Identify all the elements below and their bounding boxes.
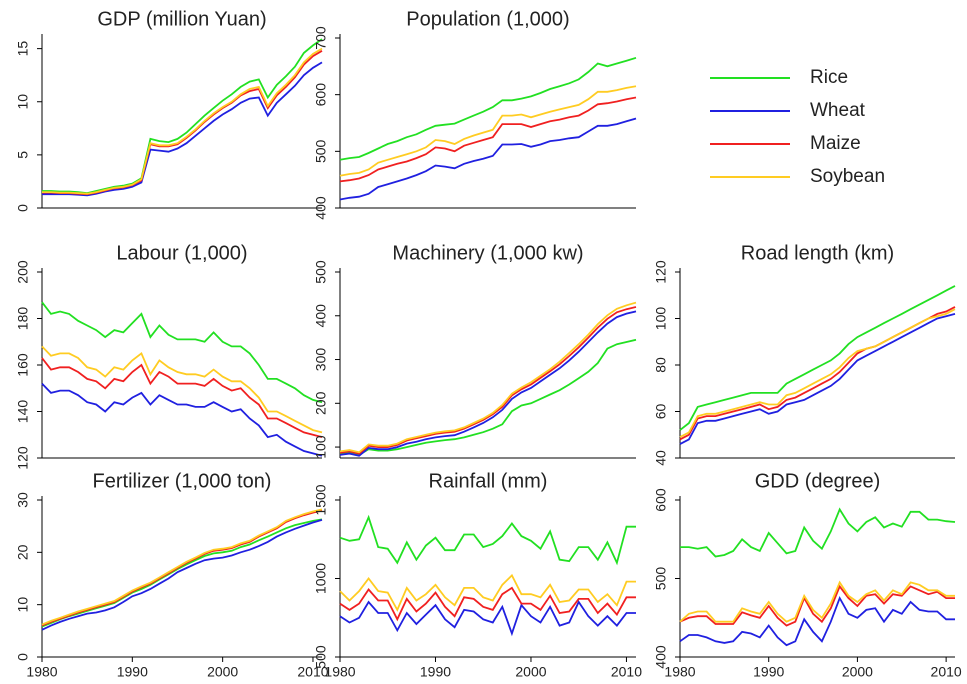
series-line [679,584,955,627]
x-tick-label: 1990 [420,664,451,680]
panel-title: GDD (degree) [755,470,881,492]
y-tick-label: 120 [653,260,669,284]
series-line [339,310,637,457]
x-tick-label: 1980 [324,664,355,680]
x-tick-label: 2000 [515,664,546,680]
y-tick-label: 40 [653,450,669,466]
y-tick-label: 10 [15,597,31,613]
x-tick-label: 2010 [297,664,328,680]
y-tick-label: 0 [15,653,31,661]
y-tick-label: 160 [15,353,31,377]
series-line [679,285,956,431]
y-tick-label: 600 [653,488,669,512]
y-tick-label: 500 [313,139,329,163]
x-tick-label: 2010 [931,664,962,680]
series-line [42,38,323,195]
y-tick-label: 100 [313,435,329,459]
series-line [41,301,323,404]
x-tick-label: 1980 [664,664,695,680]
panel-title: Rainfall (mm) [429,470,548,492]
x-tick-label: 2000 [842,664,873,680]
legend-label: Rice [810,67,848,88]
series-line [339,338,637,456]
x-tick-label: 2010 [611,664,642,680]
y-tick-label: 30 [15,492,31,508]
y-tick-label: 1000 [313,563,329,594]
y-tick-label: 100 [653,307,669,331]
y-tick-label: 1500 [313,484,329,515]
series-line [679,580,955,623]
series-line [339,573,636,612]
series-line [339,117,637,201]
panel-title: Machinery (1,000 kw) [392,242,583,264]
panel-title: Fertilizer (1,000 ton) [93,470,272,492]
legend-label: Soybean [810,166,885,187]
series-line [41,508,323,626]
series-line [339,85,637,177]
series-line [339,301,637,454]
panel-title: Road length (km) [741,242,894,264]
y-tick-label: 500 [313,645,329,669]
panel-title: GDP (million Yuan) [97,8,266,30]
y-tick-label: 60 [653,404,669,420]
series-line [339,586,636,622]
y-tick-label: 20 [15,544,31,560]
series-line [41,518,323,628]
y-tick-label: 0 [15,204,31,212]
series-line [41,382,323,457]
series-line [41,519,323,631]
series-line [679,595,955,647]
y-tick-label: 300 [313,348,329,372]
series-line [42,61,323,197]
y-tick-label: 200 [313,391,329,415]
y-tick-label: 600 [313,83,329,107]
series-line [42,50,323,196]
series-line [339,600,636,637]
y-tick-label: 700 [313,26,329,50]
x-tick-label: 1990 [117,664,148,680]
series-line [679,313,956,445]
series-line [339,96,637,183]
y-tick-label: 500 [313,260,329,284]
legend-label: Maize [810,133,861,154]
y-tick-label: 120 [15,446,31,470]
y-tick-label: 10 [15,94,31,110]
y-tick-label: 180 [15,307,31,331]
y-tick-label: 400 [313,196,329,220]
panel-title: Population (1,000) [406,8,569,30]
series-line [41,345,323,434]
y-tick-label: 500 [653,567,669,591]
series-line [339,514,636,566]
y-tick-label: 80 [653,357,669,373]
panel-title: Labour (1,000) [116,242,247,264]
series-line [680,507,956,558]
series-line [42,47,323,195]
y-tick-label: 15 [15,41,31,57]
x-tick-label: 2000 [207,664,238,680]
y-tick-label: 200 [15,260,31,284]
x-tick-label: 1980 [26,664,57,680]
series-line [339,306,637,455]
series-line [41,357,323,438]
y-tick-label: 400 [313,304,329,328]
x-tick-label: 1990 [753,664,784,680]
y-tick-label: 5 [15,151,31,159]
y-tick-label: 400 [653,645,669,669]
series-line [679,308,956,438]
series-line [339,56,637,161]
legend-label: Wheat [810,100,866,121]
series-line [41,509,323,627]
y-tick-label: 140 [15,400,31,424]
